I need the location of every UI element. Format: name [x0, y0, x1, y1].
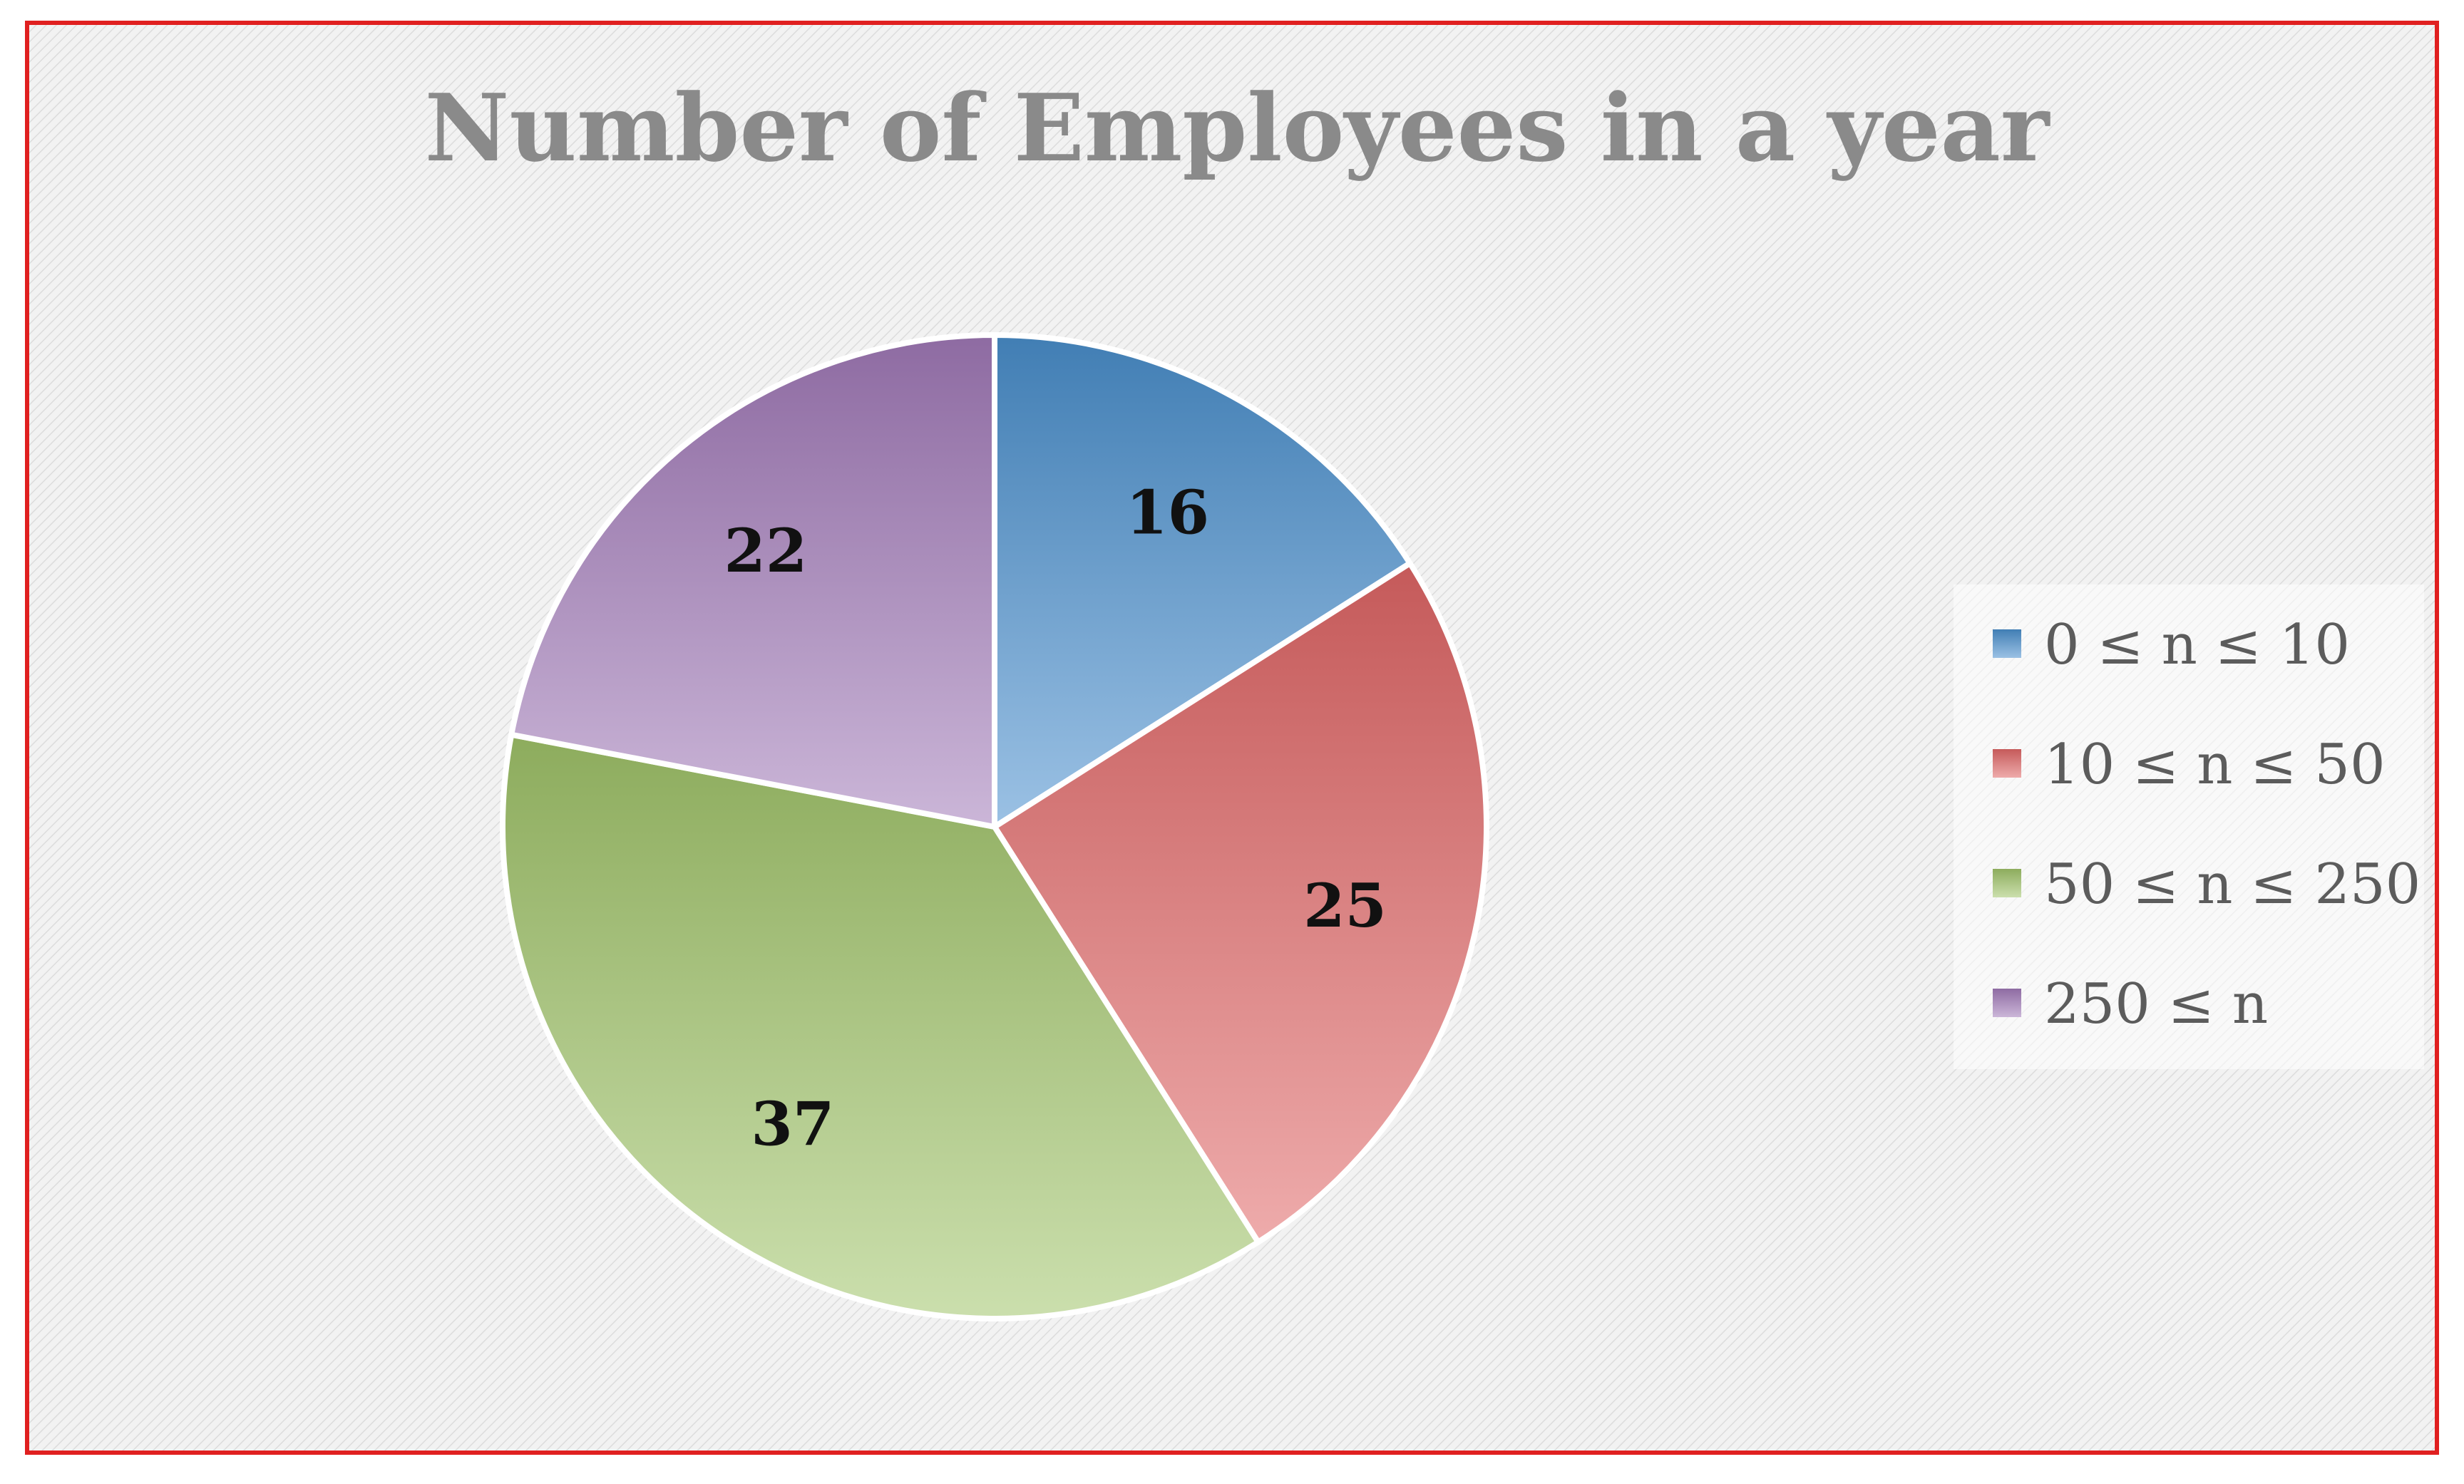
- pie-slice-2: [992, 560, 1490, 1245]
- pie-data-labels: 16 25 37 22: [724, 478, 1387, 1160]
- legend-swatch-2: [1993, 749, 2021, 778]
- legend-swatch-3: [1993, 869, 2021, 897]
- pie-slice-4: [508, 332, 997, 830]
- legend-label-2: 10 ≤ n ≤ 50: [2044, 733, 2386, 797]
- data-label-2: 25: [1303, 870, 1387, 941]
- legend-swatch-1: [1993, 629, 2021, 658]
- data-label-3: 37: [751, 1089, 834, 1160]
- pie-slice-3: [500, 731, 1261, 1322]
- legend-swatch-4: [1993, 989, 2021, 1017]
- pie-slice-1: [992, 332, 1413, 830]
- legend-label-1: 0 ≤ n ≤ 10: [2044, 613, 2350, 677]
- data-label-4: 22: [724, 515, 807, 586]
- legend-label-3: 50 ≤ n ≤ 250: [2044, 852, 2421, 917]
- data-label-1: 16: [1126, 478, 1209, 548]
- legend-background: [1954, 584, 2424, 1069]
- chart-border: [25, 21, 2439, 1455]
- legend: 0 ≤ n ≤ 10 10 ≤ n ≤ 50 50 ≤ n ≤ 250 250 ≤ n: [1993, 613, 2421, 1036]
- legend-label-4: 250 ≤ n: [2044, 972, 2268, 1036]
- chart-title: Number of Employees in a year: [425, 73, 2050, 182]
- pie-slices: [500, 332, 1490, 1322]
